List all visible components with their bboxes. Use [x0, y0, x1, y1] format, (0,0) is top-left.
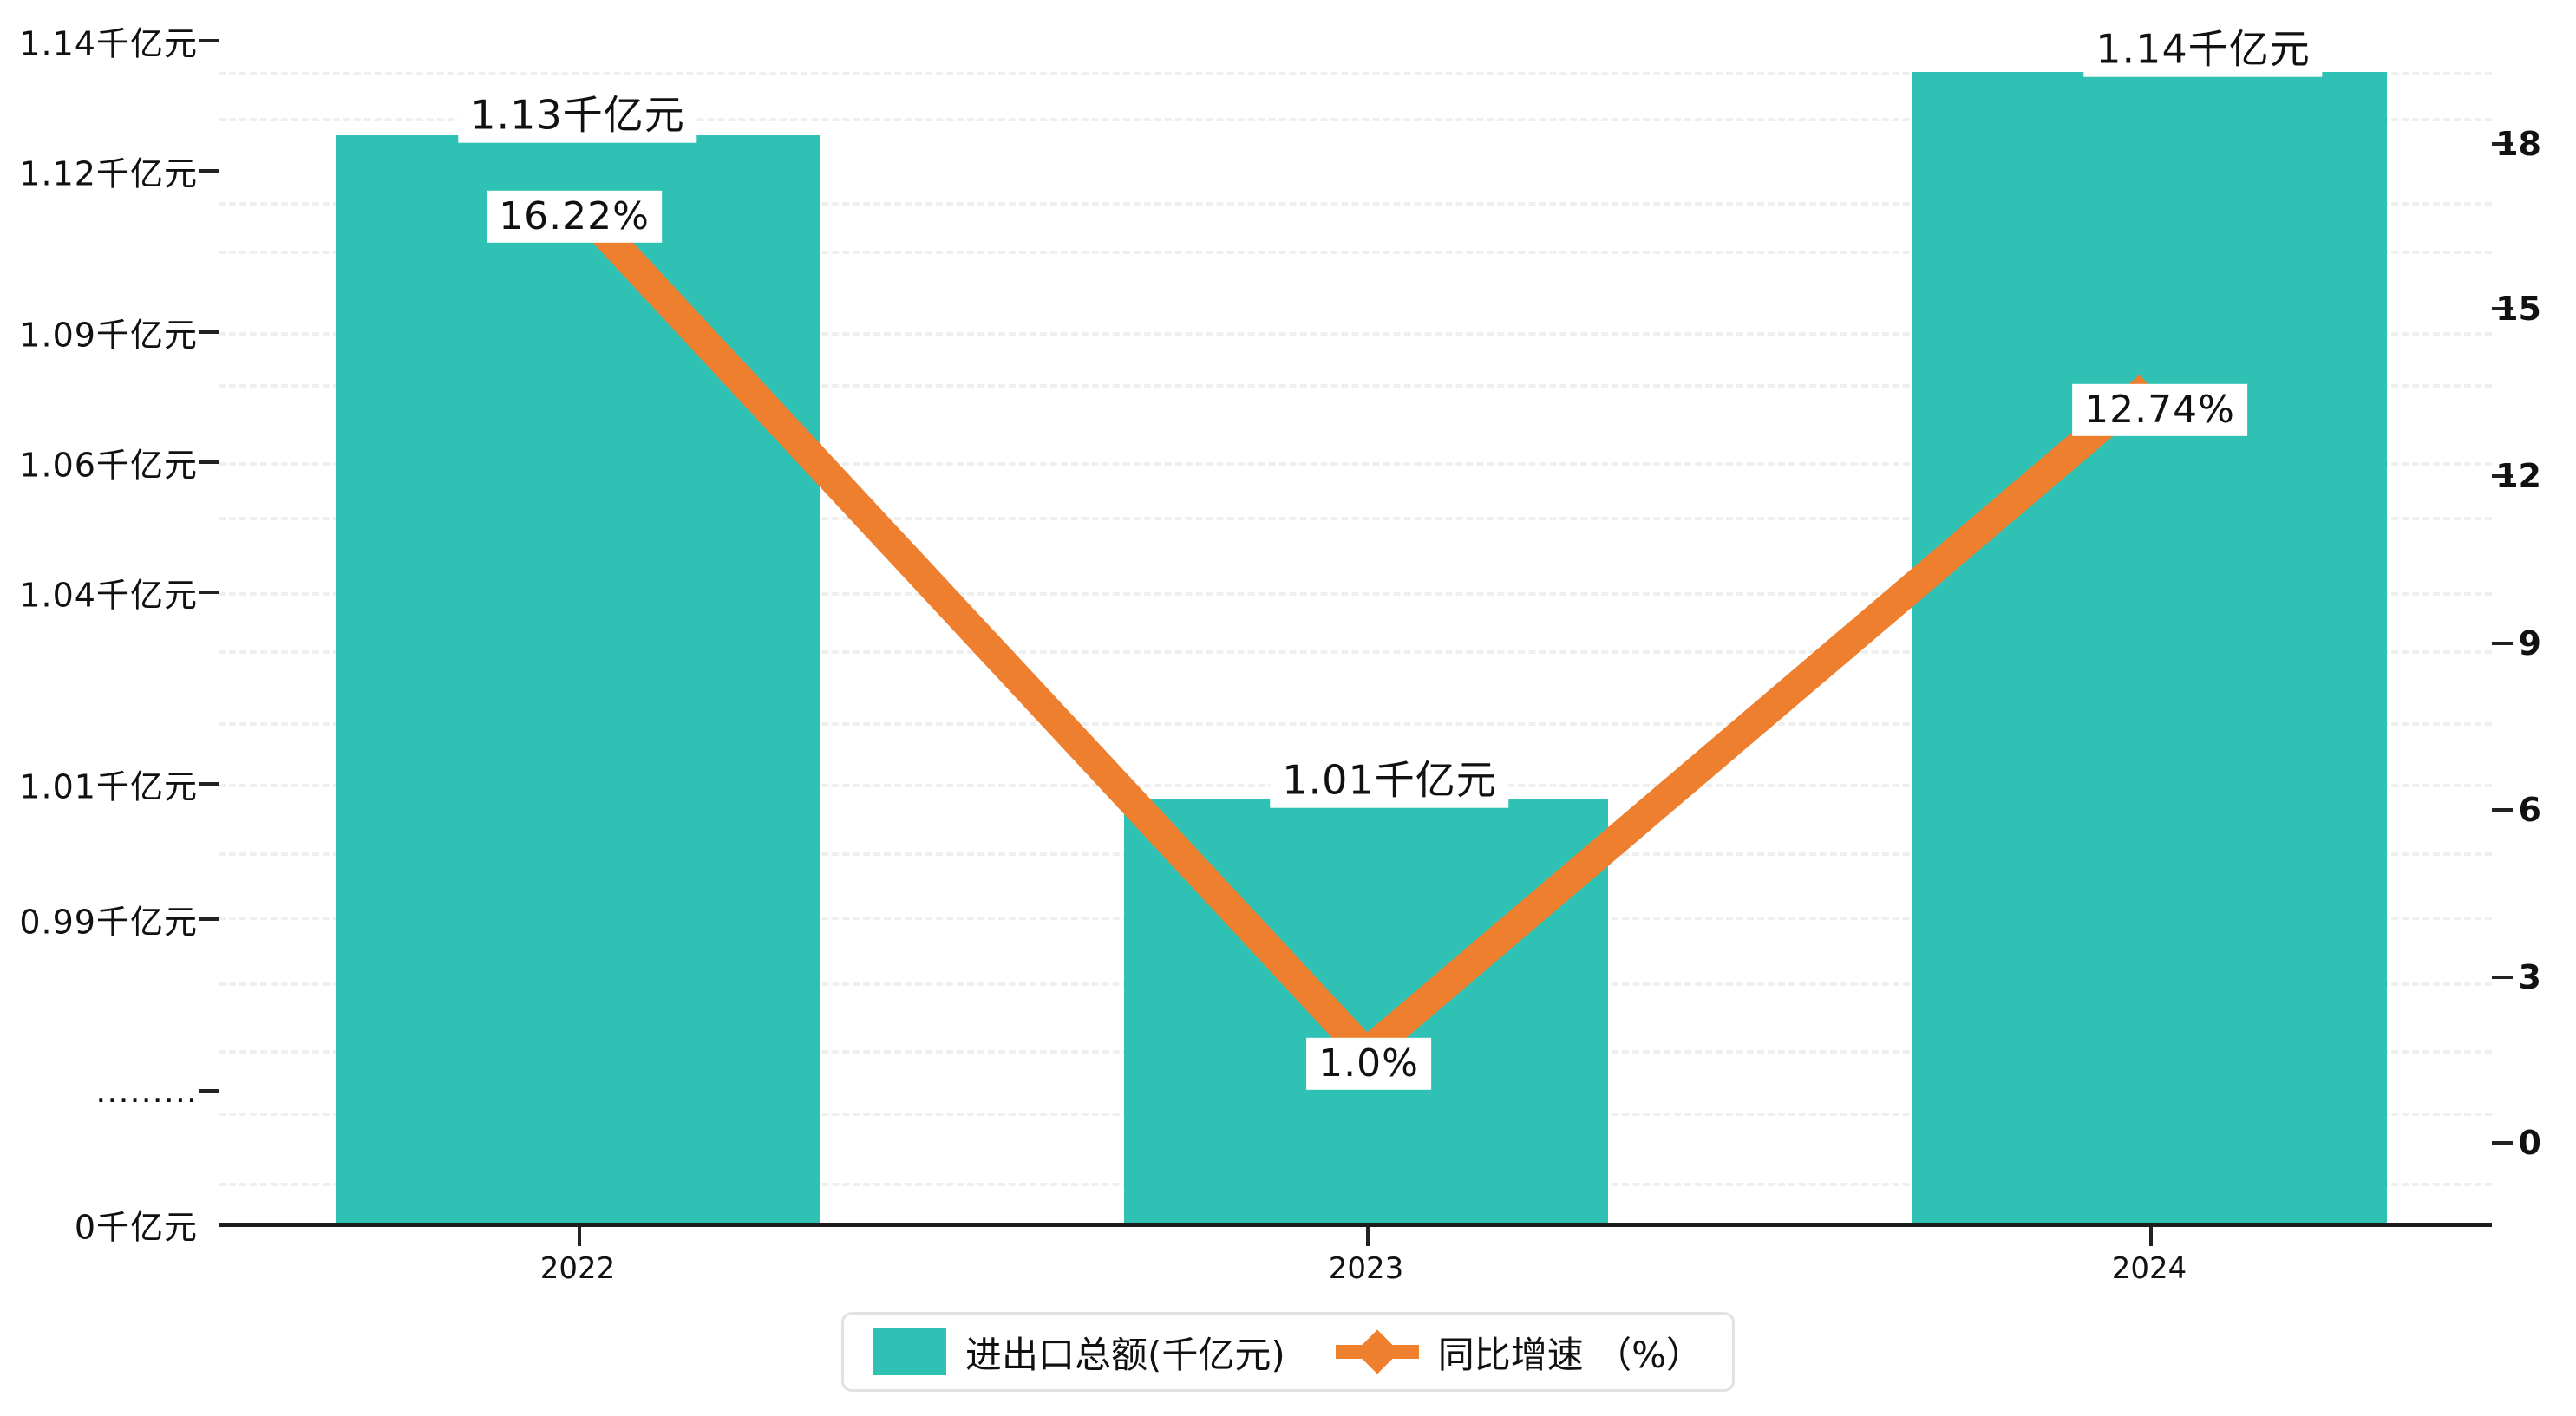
y-axis-left-tick: [199, 460, 219, 464]
y-axis-left-tick-ellipsis: [199, 1089, 219, 1093]
y-axis-left-label: 1.14千亿元: [19, 24, 198, 63]
legend-item-line[interactable]: 同比增速 （%）: [1335, 1326, 1703, 1379]
growth-value-label-2022: 16.22%: [487, 190, 662, 244]
x-axis-tick: [2149, 1227, 2153, 1246]
y-axis-left-tick: [199, 917, 219, 921]
y-axis-left-label: 1.09千亿元: [19, 316, 198, 355]
legend: 进出口总额(千亿元) 同比增速 （%）: [840, 1312, 1736, 1392]
x-axis-label-2022: 2022: [539, 1251, 616, 1286]
y-axis-left-label-zero: 0千亿元: [74, 1208, 198, 1247]
x-axis-line: [219, 1223, 2492, 1227]
bar-2022[interactable]: [336, 135, 820, 1224]
x-axis-tick: [578, 1227, 581, 1246]
bar-2024[interactable]: [1912, 72, 2387, 1224]
y-axis-right-tick: [2492, 808, 2513, 812]
bar-value-label-2024: 1.14千亿元: [2083, 22, 2323, 77]
x-axis-label-2024: 2024: [2111, 1251, 2187, 1286]
y-axis-right-label: 3: [2518, 958, 2541, 996]
y-axis-left-tick: [199, 782, 219, 786]
y-axis-right-tick: [2492, 642, 2513, 645]
growth-value-label-2023: 1.0%: [1306, 1037, 1431, 1091]
y-axis-left-tick: [199, 591, 219, 594]
y-axis-right-label: 15: [2495, 290, 2541, 328]
y-axis-left-tick: [199, 39, 219, 42]
y-axis-left-label: 1.12千亿元: [19, 154, 198, 193]
bar-2023[interactable]: [1124, 799, 1608, 1224]
y-axis-left-label: 1.04千亿元: [19, 576, 198, 615]
x-axis-label-2023: 2023: [1328, 1251, 1404, 1286]
y-axis-left-label: 1.01千亿元: [19, 767, 198, 806]
y-axis-right-tick: [2492, 474, 2513, 478]
gridline: [219, 72, 2492, 75]
y-axis-left-label: 1.06千亿元: [19, 446, 198, 485]
y-axis-right-tick: [2492, 1141, 2513, 1145]
y-axis-right-label: 0: [2518, 1124, 2541, 1162]
legend-item-bar[interactable]: 进出口总额(千亿元): [873, 1326, 1285, 1379]
growth-value-label-2024: 12.74%: [2072, 383, 2247, 437]
y-axis-right-tick: [2492, 307, 2513, 310]
bar-value-label-2023: 1.01千亿元: [1270, 753, 1509, 808]
legend-label-bar: 进出口总额(千亿元): [964, 1333, 1285, 1376]
legend-line-diamond-icon: [1335, 1328, 1419, 1375]
y-axis-left-tick: [199, 169, 219, 173]
y-axis-left-tick: [199, 330, 219, 334]
y-axis-left-label: 0.99千亿元: [19, 903, 198, 942]
y-axis-right-label: 18: [2495, 125, 2541, 163]
y-axis-right-label: 12: [2495, 457, 2541, 495]
y-axis-right-label: 6: [2518, 791, 2541, 829]
gridline: [219, 118, 2492, 121]
y-axis-right-tick: [2492, 142, 2513, 146]
legend-square-swatch-icon: [873, 1328, 946, 1375]
x-axis-tick: [1366, 1227, 1370, 1246]
y-axis-right-label: 9: [2518, 624, 2541, 662]
legend-label-line: 同比增速 （%）: [1437, 1333, 1703, 1376]
y-axis-right-tick: [2492, 976, 2513, 979]
bar-value-label-2022: 1.13千亿元: [458, 88, 697, 143]
y-axis-left-label-ellipsis: .........: [95, 1072, 198, 1110]
